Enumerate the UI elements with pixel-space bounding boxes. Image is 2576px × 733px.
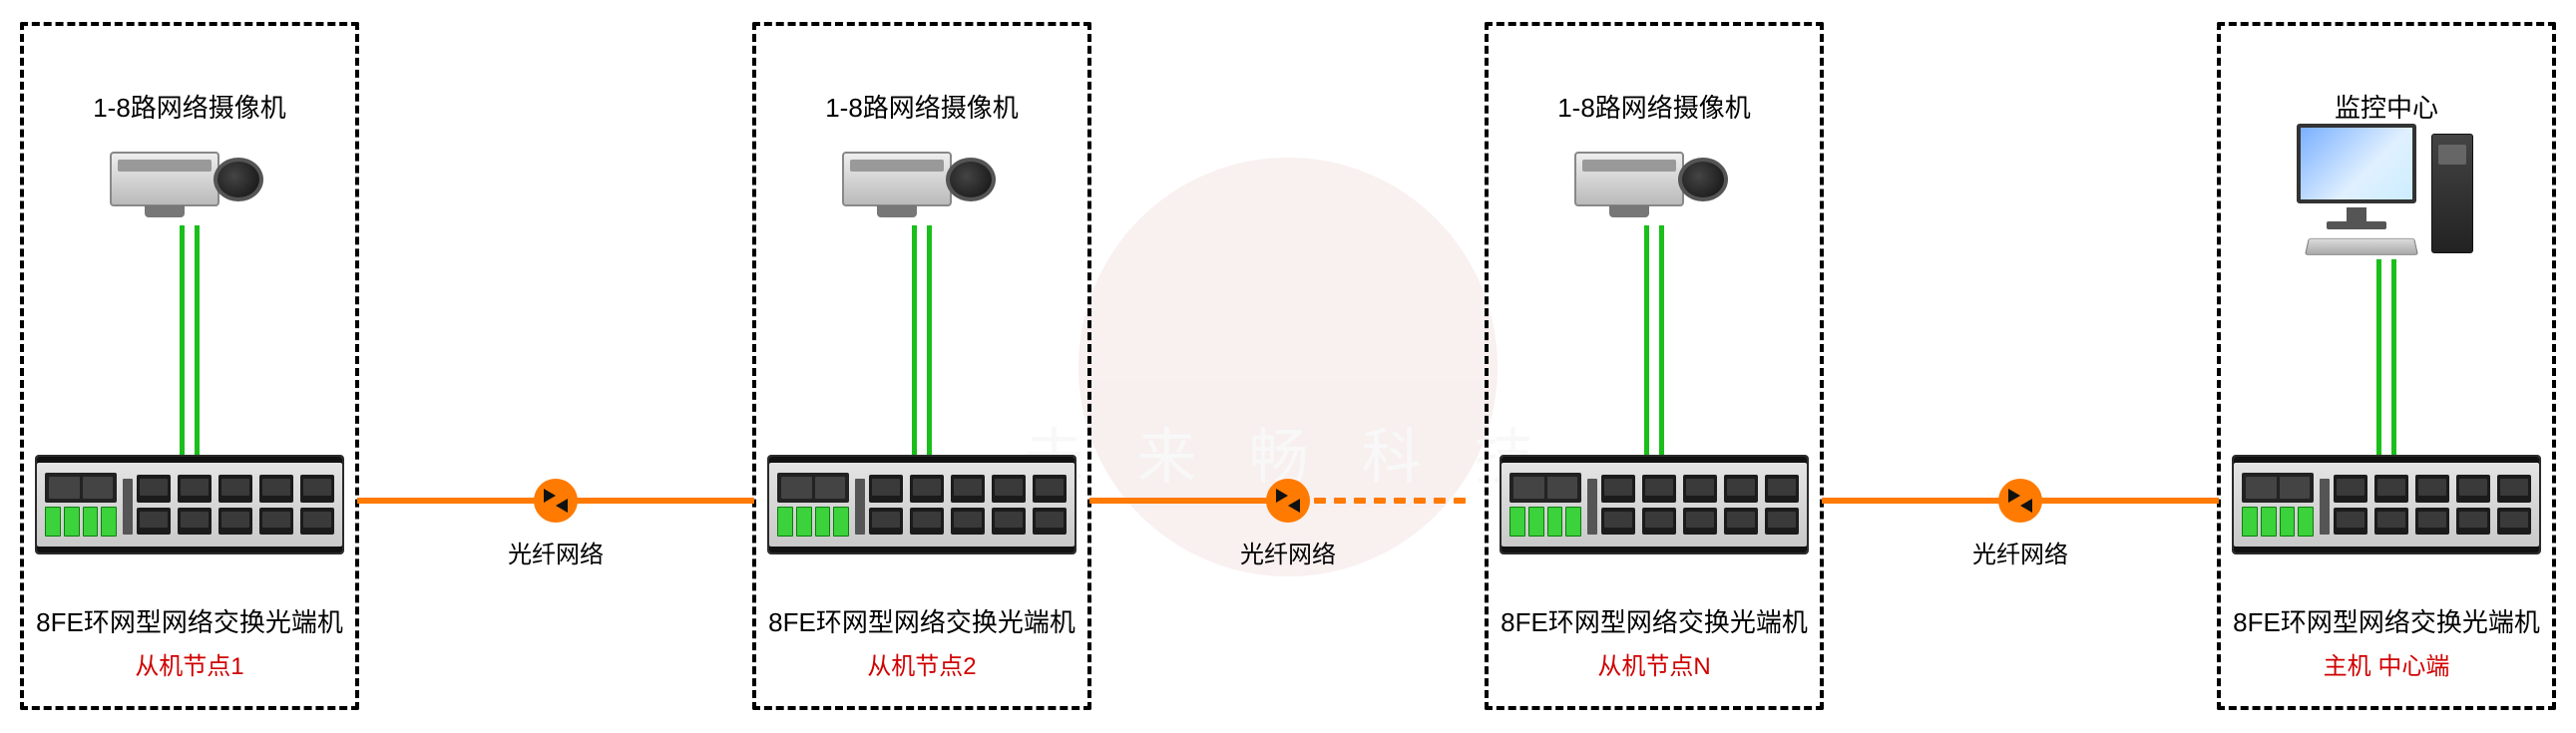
camera-label: 1-8路网络摄像机 bbox=[772, 88, 1072, 125]
fiber-link-dotted bbox=[1314, 498, 1487, 504]
camera-icon bbox=[1574, 132, 1734, 221]
fiber-caption: 光纤网络 bbox=[1240, 535, 1336, 569]
camera-icon bbox=[842, 132, 1002, 221]
monitor-station-icon bbox=[2287, 124, 2486, 263]
camera-label: 1-8路网络摄像机 bbox=[1504, 88, 1804, 125]
uplink-lines bbox=[180, 225, 200, 455]
node-box-slave1: 1-8路网络摄像机 8FE环网型网络交换光端机 从机节点1 bbox=[20, 22, 359, 710]
switch-label: 8FE环网型网络交换光端机 bbox=[742, 602, 1101, 639]
fiber-caption: 光纤网络 bbox=[1972, 535, 2068, 569]
fiber-caption: 光纤网络 bbox=[508, 535, 604, 569]
fiber-arrows-icon bbox=[534, 479, 578, 523]
role-label: 主机 中心端 bbox=[2237, 646, 2536, 681]
switch-label: 8FE环网型网络交换光端机 bbox=[2207, 602, 2566, 639]
role-label: 从机节点2 bbox=[772, 646, 1072, 681]
camera-label: 1-8路网络摄像机 bbox=[40, 88, 339, 125]
fiber-arrows-icon bbox=[1266, 479, 1310, 523]
monitor-label: 监控中心 bbox=[2237, 88, 2536, 125]
switch-icon bbox=[35, 455, 344, 554]
role-label: 从机节点N bbox=[1504, 646, 1804, 681]
role-label: 从机节点1 bbox=[40, 646, 339, 681]
uplink-lines bbox=[912, 225, 932, 455]
switch-label: 8FE环网型网络交换光端机 bbox=[10, 602, 369, 639]
uplink-lines bbox=[2376, 259, 2396, 455]
switch-label: 8FE环网型网络交换光端机 bbox=[1475, 602, 1834, 639]
switch-icon bbox=[1500, 455, 1809, 554]
uplink-lines bbox=[1644, 225, 1664, 455]
fiber-arrows-icon bbox=[1998, 479, 2042, 523]
node-box-slaveN: 1-8路网络摄像机 8FE环网型网络交换光端机 从机节点N bbox=[1485, 22, 1824, 710]
node-box-master: 监控中心 8FE环网型网络交换光端机 主机 中心端 bbox=[2217, 22, 2556, 710]
switch-icon bbox=[2232, 455, 2541, 554]
switch-icon bbox=[767, 455, 1076, 554]
camera-icon bbox=[110, 132, 269, 221]
node-box-slave2: 1-8路网络摄像机 8FE环网型网络交换光端机 从机节点2 bbox=[752, 22, 1091, 710]
